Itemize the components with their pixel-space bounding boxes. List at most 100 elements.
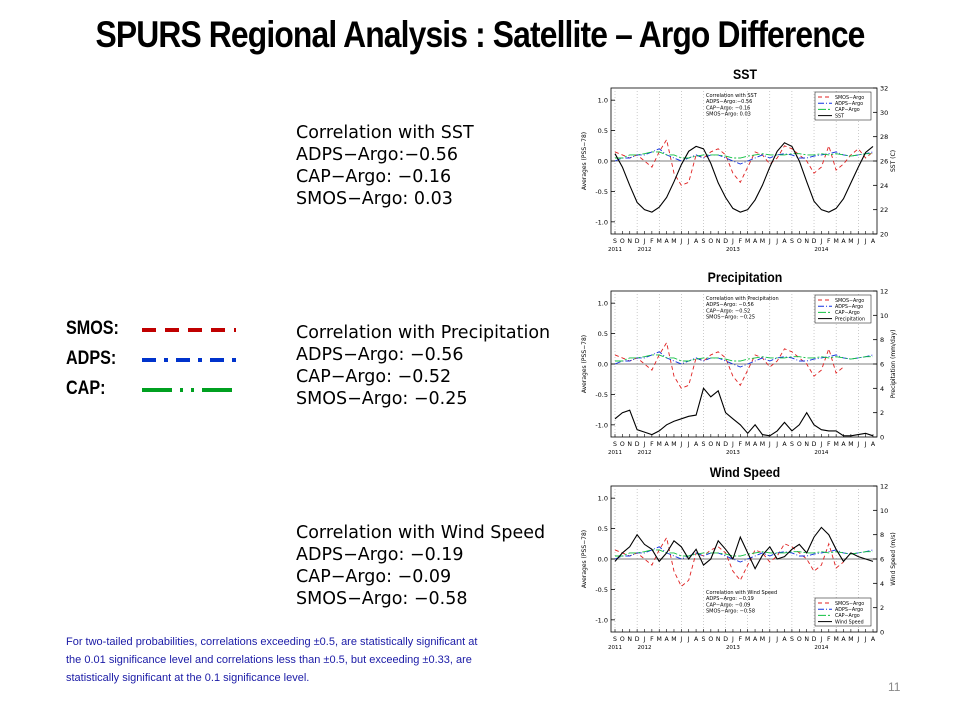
x-tick-label: N: [716, 238, 721, 245]
x-tick-label: N: [716, 441, 721, 448]
x-tick-label: J: [731, 636, 734, 643]
series-legend-label: SMOS−Argo: [835, 95, 864, 101]
x-tick-label: N: [716, 636, 721, 643]
y-tick-label: 0.5: [598, 127, 608, 135]
x-tick-label: D: [812, 441, 817, 448]
x-tick-label: O: [708, 238, 713, 245]
series-legend-label: Precipitation: [835, 316, 865, 322]
x-tick-label: M: [745, 636, 750, 643]
x-tick-label: M: [833, 636, 838, 643]
series-line-smos-argo: [614, 536, 844, 588]
x-year-label: 2014: [814, 645, 828, 651]
y2-tick-label: 32: [880, 85, 888, 93]
x-tick-label: M: [848, 441, 853, 448]
x-tick-label: D: [812, 238, 817, 245]
x-tick-label: J: [679, 636, 682, 643]
page-number: 11: [888, 680, 901, 694]
x-tick-label: J: [864, 636, 867, 643]
x-tick-label: M: [833, 238, 838, 245]
x-tick-label: S: [613, 441, 617, 448]
x-tick-label: S: [701, 636, 705, 643]
series-line-adps-argo: [614, 351, 874, 368]
x-tick-label: N: [627, 441, 632, 448]
y2-tick-label: 10: [880, 507, 888, 515]
x-tick-label: J: [775, 441, 778, 448]
correlation-line-cap-precipitation: CAP−Argo: −0.52: [296, 367, 452, 387]
series-line-sst: [614, 142, 874, 213]
panel-label-precipitation: Precipitation: [707, 269, 783, 285]
x-tick-label: N: [627, 238, 632, 245]
inset-correlation-text: Correlation with SST: [706, 93, 758, 99]
series-legend-label: CAP−Argo: [835, 310, 860, 316]
series-legend-label: CAP−Argo: [835, 107, 860, 113]
x-tick-label: S: [613, 636, 617, 643]
x-tick-label: O: [797, 441, 802, 448]
inset-correlation-text: SMOS−Argo: −0.25: [706, 315, 755, 321]
x-tick-label: J: [643, 238, 646, 245]
x-tick-label: N: [804, 441, 809, 448]
x-tick-label: S: [701, 238, 705, 245]
inset-correlation-text: Correlation with Wind Speed: [706, 590, 777, 596]
x-tick-label: J: [687, 441, 690, 448]
x-tick-label: M: [671, 441, 676, 448]
x-tick-label: J: [679, 441, 682, 448]
series-line-wind-speed: [614, 526, 874, 570]
y-tick-label: 1.0: [598, 300, 608, 308]
inset-correlation-text: CAP−Argo: −0.16: [706, 105, 750, 111]
series-legend-label: SMOS−Argo: [835, 601, 864, 607]
x-tick-label: J: [731, 441, 734, 448]
x-tick-label: O: [708, 636, 713, 643]
x-tick-label: F: [827, 238, 831, 245]
x-year-label: 2011: [608, 645, 622, 651]
correlation-line-adps-sst: ADPS−Argo:−0.56: [296, 145, 458, 165]
y-tick-label: 0.0: [598, 361, 608, 369]
x-tick-label: J: [856, 441, 859, 448]
y2-tick-label: 0: [880, 629, 884, 637]
x-year-label: 2012: [637, 450, 651, 456]
x-tick-label: A: [664, 441, 669, 448]
x-tick-label: J: [643, 441, 646, 448]
y-tick-label: 0.5: [598, 525, 608, 533]
x-tick-label: A: [694, 636, 699, 643]
x-tick-label: A: [782, 636, 787, 643]
correlation-line-cap-sst: CAP−Argo: −0.16: [296, 167, 452, 187]
legend-swatch-cap: [142, 388, 236, 392]
y2-tick-label: 6: [880, 556, 884, 564]
x-tick-label: N: [804, 636, 809, 643]
panel-label-sst: SST: [733, 66, 757, 82]
correlation-line-smos-sst: SMOS−Argo: 0.03: [296, 189, 453, 209]
inset-correlation-text: ADPS−Argo: −0.19: [706, 596, 754, 602]
y-tick-label: 0.5: [598, 330, 608, 338]
inset-correlation-text: CAP−Argo: −0.52: [706, 308, 750, 314]
y2-tick-label: 24: [880, 182, 888, 190]
y2-tick-label: 2: [880, 604, 884, 612]
legend-swatch-adps: [142, 358, 236, 362]
series-line-cap-argo: [615, 354, 873, 362]
inset-correlation-text: ADPS−Argo:−0.56: [706, 99, 752, 105]
x-tick-label: A: [871, 636, 876, 643]
y-axis-title: Averages (PSS−78): [581, 132, 588, 190]
x-tick-label: M: [848, 636, 853, 643]
x-tick-label: N: [627, 636, 632, 643]
x-tick-label: M: [657, 441, 662, 448]
inset-correlation-text: Correlation with Precipitation: [706, 296, 779, 302]
x-tick-label: A: [753, 441, 758, 448]
inset-correlation-text: CAP−Argo: −0.09: [706, 602, 750, 608]
y-tick-label: -1.0: [595, 421, 608, 429]
y-tick-label: -1.0: [595, 616, 608, 624]
x-tick-label: F: [827, 441, 831, 448]
y-tick-label: 1.0: [598, 97, 608, 105]
footnote: For two-tailed probabilities, correlatio…: [66, 636, 478, 684]
y-tick-label: -0.5: [595, 188, 608, 196]
series-line-cap-argo: [615, 151, 873, 159]
y-axis-title: Averages (PSS−78): [581, 335, 588, 393]
y2-tick-label: 6: [880, 361, 884, 369]
x-tick-label: M: [671, 238, 676, 245]
correlation-line-cap-wind-speed: CAP−Argo: −0.09: [296, 567, 452, 587]
y-axis-title: Averages (PSS−78): [581, 530, 588, 588]
legend-label-smos: SMOS:: [66, 318, 119, 339]
y2-axis-title: Wind Speed (m/s): [890, 532, 897, 585]
x-year-label: 2013: [726, 645, 740, 651]
x-tick-label: D: [723, 238, 728, 245]
y-tick-label: -0.5: [595, 391, 608, 399]
